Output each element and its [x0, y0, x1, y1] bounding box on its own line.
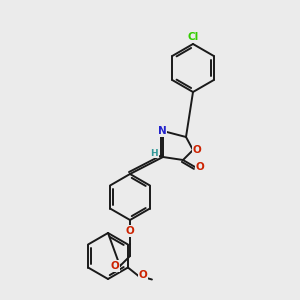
- Text: H: H: [150, 148, 158, 158]
- Text: O: O: [111, 261, 119, 271]
- Text: N: N: [158, 126, 166, 136]
- Text: O: O: [126, 226, 134, 236]
- Text: O: O: [193, 145, 201, 155]
- Text: O: O: [139, 271, 147, 281]
- Text: Cl: Cl: [188, 32, 199, 42]
- Text: O: O: [196, 162, 204, 172]
